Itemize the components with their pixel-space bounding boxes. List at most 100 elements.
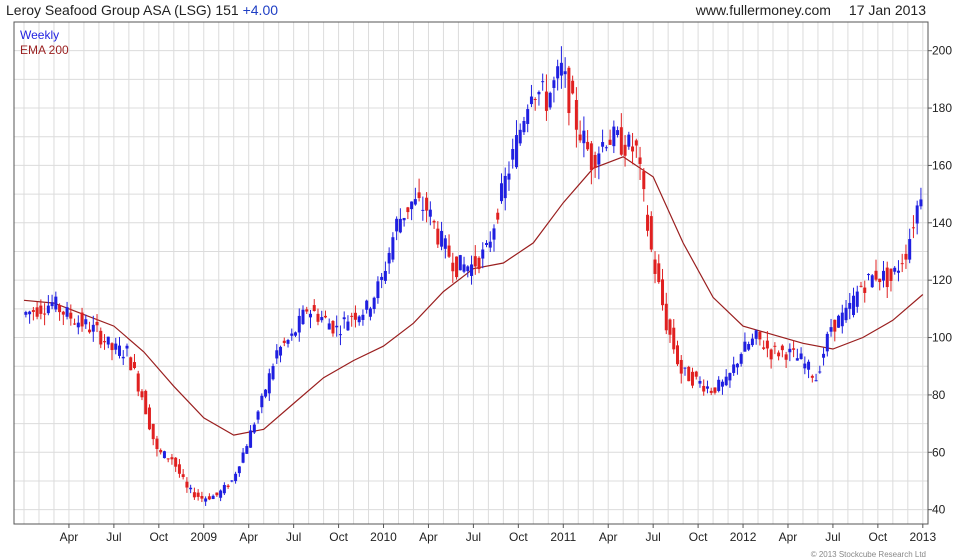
x-tick-label: Jul [466,530,481,544]
candle-body [904,253,908,260]
y-axis: 40 60 80 100 120 140 160 180 200 [928,44,952,517]
candle-body [769,349,773,360]
candle-body [893,267,897,272]
candle-body [900,263,904,265]
candle-body [204,498,208,502]
candle-body [31,310,35,312]
candle-body [376,281,380,299]
candle-body [765,340,769,349]
candle-body [267,373,271,394]
chart-grid [14,21,928,524]
y-tick-label: 80 [932,388,946,402]
candle-body [818,371,822,373]
candle-body [544,91,548,111]
candle-body [732,364,736,373]
candle-body [556,66,560,79]
candle-body [852,295,856,316]
candle-body [282,340,286,343]
candle-body [395,218,399,232]
candle-body [166,458,170,460]
site-link[interactable]: www.fullermoney.com [695,2,831,18]
candle-body [308,313,312,318]
candle-body [290,333,294,336]
candle-body [631,146,635,152]
candle-body [683,367,687,369]
x-tick-label: 2012 [730,530,757,544]
candle-body [612,126,616,147]
candle-body [95,321,99,326]
candle-body [335,325,339,328]
candle-body [492,228,496,240]
candle-body [162,451,166,459]
candle-body [713,387,717,393]
x-tick-label: 2013 [909,530,936,544]
candle-body [477,257,481,270]
candle-body [99,330,103,345]
y-tick-label: 180 [932,101,952,115]
candle-body [398,218,402,233]
candle-body [604,147,608,149]
candle-body [312,305,316,311]
candle-body [462,264,466,272]
candle-body [421,209,425,211]
candle-body [327,323,331,330]
candle-body [192,492,196,498]
candle-body [432,220,436,223]
candle-body [687,366,691,382]
candle-body [413,199,417,205]
y-tick-label: 120 [932,273,952,287]
candle-body [747,344,751,350]
candle-body [526,109,530,124]
candle-body [323,315,327,318]
candle-body [822,353,826,358]
candle-body [541,81,545,83]
candle-body [39,305,43,314]
candle-body [885,267,889,288]
candle-body [361,314,365,320]
candle-body [140,391,144,398]
candle-body [762,347,766,349]
candle-body [28,311,32,315]
candle-body [121,356,125,359]
candle-body [638,157,642,164]
x-tick-label: Apr [239,530,258,544]
candle-body [410,201,414,210]
title-text: Leroy Seafood Group ASA (LSG) 151 [6,2,239,18]
candle-body [69,312,73,319]
candle-body [690,371,694,386]
legend-weekly: Weekly [20,28,59,42]
candle-body [24,312,28,315]
candle-body [571,80,575,94]
candle-body [739,354,743,364]
x-tick-label: Apr [599,530,618,544]
candle-body [256,411,260,420]
y-tick-label: 40 [932,503,946,517]
candle-body [702,385,706,392]
candle-body [709,390,713,393]
candle-body [286,340,290,344]
candle-body [114,343,118,350]
candle-body [241,452,245,463]
candle-body [383,270,387,281]
candle-body [496,212,500,220]
candle-body [264,389,268,397]
copyright-notice: © 2013 Stockcube Research Ltd [810,550,926,559]
candle-body [646,214,650,231]
candle-body [518,129,522,144]
y-tick-label: 60 [932,445,946,459]
candle-body [436,228,440,245]
candle-body [548,92,552,108]
x-tick-label: Oct [329,530,348,544]
candle-body [863,287,867,293]
candle-body [159,450,163,453]
candle-body [608,139,612,145]
candle-body [758,331,762,340]
candle-body [458,255,462,271]
candle-body [582,130,586,144]
candle-body [470,264,474,276]
candle-body [567,67,571,114]
candle-body [391,237,395,260]
candle-body [919,199,923,207]
candle-body [597,153,601,165]
candle-body [117,345,121,356]
